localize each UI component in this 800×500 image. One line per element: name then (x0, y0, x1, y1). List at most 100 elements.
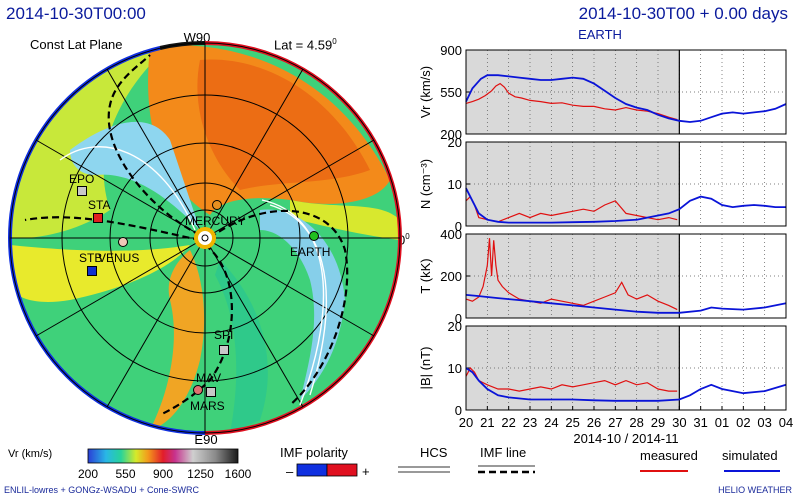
lat-value: Lat = 4.59 (274, 37, 333, 53)
vr-colorbar (87, 448, 239, 464)
vr-colorbar-label: Vr (km/s) (8, 448, 52, 460)
polar-label-bottom: E90 (194, 432, 218, 447)
ylabel: Vr (km/s) (418, 66, 433, 118)
marker-mav (206, 387, 216, 397)
marker-label-earth: EARTH (290, 245, 330, 259)
xtick-label-20: 20 (459, 415, 473, 430)
xtick-label-29: 29 (651, 415, 665, 430)
slow-spiral-arm-2 (260, 209, 345, 400)
ytick-label: 10 (448, 177, 462, 192)
marker-label-mercury: MERCURY (185, 214, 245, 228)
vr-tick-1250: 1250 (187, 467, 214, 481)
ytick-label: 0 (455, 403, 462, 418)
fast-wind-core-top (197, 59, 370, 190)
vr-tick-900: 900 (153, 467, 173, 481)
marker-label-spi: SPI (214, 328, 233, 342)
xtick-label-26: 26 (587, 415, 601, 430)
ytick-label: 550 (440, 85, 462, 100)
marker-label-epo: EPO (69, 172, 94, 186)
right-timestamp: 2014-10-30T00 + 0.00 days (578, 4, 788, 23)
vr-colorbar-ticks: 200 550 900 1250 1600 (78, 467, 252, 481)
panel-frame (465, 49, 787, 135)
xtick-label-27: 27 (608, 415, 622, 430)
ytick-label: 10 (448, 361, 462, 376)
past-shading (466, 142, 680, 226)
legend: Vr (km/s) 200 550 900 1250 1600 IMF polarity… (8, 445, 780, 481)
slow-wind-region-lower (10, 245, 190, 302)
ytick-label: 900 (440, 43, 462, 58)
series-simulated (465, 367, 787, 402)
xtick-label-28: 28 (629, 415, 643, 430)
hcs-label: HCS (420, 445, 448, 460)
past-shading (466, 50, 680, 134)
hcs-lines (59, 146, 328, 406)
marker-epo (77, 186, 87, 196)
wind-region-bottom-right (215, 260, 268, 433)
past-shading (466, 234, 680, 318)
ytick-label: 400 (440, 227, 462, 242)
panel-0: 200 550 900 Vr (km/s) (418, 43, 787, 142)
series-measured (465, 366, 678, 392)
panel-frame (465, 141, 787, 227)
xtick-label-22: 22 (501, 415, 515, 430)
fast-wind-region-bottom (150, 250, 205, 430)
imf-minus-label: – (286, 464, 294, 479)
vr-tick-550: 550 (115, 467, 135, 481)
ytick-label: 20 (448, 319, 462, 334)
panel-frame (465, 325, 787, 411)
panel-3: 0 10 20 |B| (nT) (418, 319, 787, 418)
xlabel: 2014-10 / 2014-11 (573, 431, 678, 446)
xtick-label-21: 21 (480, 415, 494, 430)
series-simulated (465, 187, 786, 224)
xtick-label-04: 04 (779, 415, 793, 430)
xtick-label-25: 25 (565, 415, 579, 430)
sun-center (201, 234, 209, 242)
xtick-label-30: 30 (672, 415, 686, 430)
imf-line-label: IMF line (480, 445, 526, 460)
marker-label-mav: MAV (196, 371, 221, 385)
marker-label-stb: STB (79, 251, 102, 265)
series-simulated (465, 294, 787, 314)
inner-boundary-ring (176, 209, 234, 267)
vr-tick-1600: 1600 (225, 467, 252, 481)
panel-frame (465, 233, 787, 319)
panel-2: 0 200 400 T (kK) (418, 227, 787, 326)
series-simulated (465, 74, 787, 123)
marker-mercury (212, 200, 222, 210)
series-measured (465, 238, 678, 311)
ytick-label: 0 (455, 219, 462, 234)
marker-earth (309, 231, 319, 241)
ytick-label: 0 (455, 311, 462, 326)
panel-1: 0 10 20 N (cm⁻³) (418, 135, 787, 234)
lat-label: Lat = 4.590 (274, 37, 337, 52)
slow-spiral-arm-1 (70, 121, 200, 230)
marker-label-mars: MARS (190, 399, 225, 413)
ytick-label: 200 (440, 269, 462, 284)
marker-label-venus: VENUS (98, 251, 139, 265)
imf-plus-label: + (362, 464, 370, 479)
footer-model-label: ENLIL-lowres + GONGz-WSADU + Cone-SWRC (4, 485, 200, 495)
polar-plot (7, 40, 402, 435)
xtick-label-23: 23 (523, 415, 537, 430)
vr-tick-200: 200 (78, 467, 98, 481)
lat-degree-sup: 0 (332, 37, 337, 46)
series-measured (465, 82, 678, 121)
measured-label: measured (640, 448, 698, 463)
xtick-label-24: 24 (544, 415, 558, 430)
marker-venus (118, 237, 128, 247)
target-label: EARTH (578, 27, 622, 42)
marker-stb (87, 266, 97, 276)
ylabel: |B| (nT) (418, 347, 433, 390)
imf-positive-swatch (326, 463, 358, 477)
marker-mars (193, 385, 203, 395)
slow-wind-band-right (290, 200, 400, 240)
series-measured (465, 195, 678, 223)
ylabel: T (kK) (418, 258, 433, 293)
simulated-label: simulated (722, 448, 778, 463)
footer-brand-label: HELIO WEATHER (718, 485, 792, 495)
polar-label-right-sup: 0 (405, 232, 410, 241)
ytick-label: 200 (440, 127, 462, 142)
